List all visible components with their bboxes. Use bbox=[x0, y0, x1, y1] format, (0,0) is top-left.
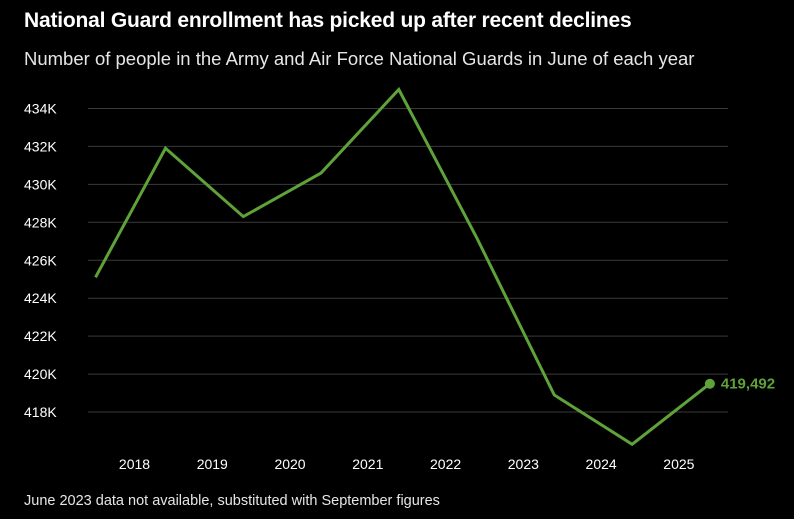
x-axis-ticks: 2018 2019 2020 2021 2022 2023 2024 2025 bbox=[119, 456, 695, 472]
chart-subtitle: Number of people in the Army and Air For… bbox=[24, 48, 695, 69]
y-tick-label: 428K bbox=[24, 214, 57, 230]
x-tick-label: 2022 bbox=[430, 456, 461, 472]
series-line bbox=[94, 86, 711, 447]
x-tick-label: 2024 bbox=[586, 456, 617, 472]
chart-title: National Guard enrollment has picked up … bbox=[24, 9, 632, 32]
y-tick-label: 422K bbox=[24, 328, 57, 344]
y-tick-label: 434K bbox=[24, 100, 57, 116]
y-axis-ticks: 418K 420K 422K 424K 426K 428K 430K 432K 434K bbox=[24, 100, 57, 420]
end-point-marker bbox=[704, 378, 715, 389]
y-tick-label: 418K bbox=[24, 404, 57, 420]
y-tick-label: 420K bbox=[24, 366, 57, 382]
x-tick-label: 2019 bbox=[197, 456, 228, 472]
x-tick-label: 2025 bbox=[663, 456, 694, 472]
x-tick-label: 2020 bbox=[274, 456, 305, 472]
x-tick-label: 2018 bbox=[119, 456, 150, 472]
y-tick-label: 424K bbox=[24, 290, 57, 306]
footnote: June 2023 data not available, substitute… bbox=[24, 493, 440, 509]
x-tick-label: 2021 bbox=[352, 456, 383, 472]
y-tick-label: 430K bbox=[24, 176, 57, 192]
y-tick-label: 432K bbox=[24, 138, 57, 154]
x-tick-label: 2023 bbox=[508, 456, 539, 472]
gridlines bbox=[88, 107, 728, 413]
series-group: 419,492 bbox=[94, 86, 775, 447]
y-tick-label: 426K bbox=[24, 252, 57, 268]
end-value-label: 419,492 bbox=[721, 376, 775, 393]
